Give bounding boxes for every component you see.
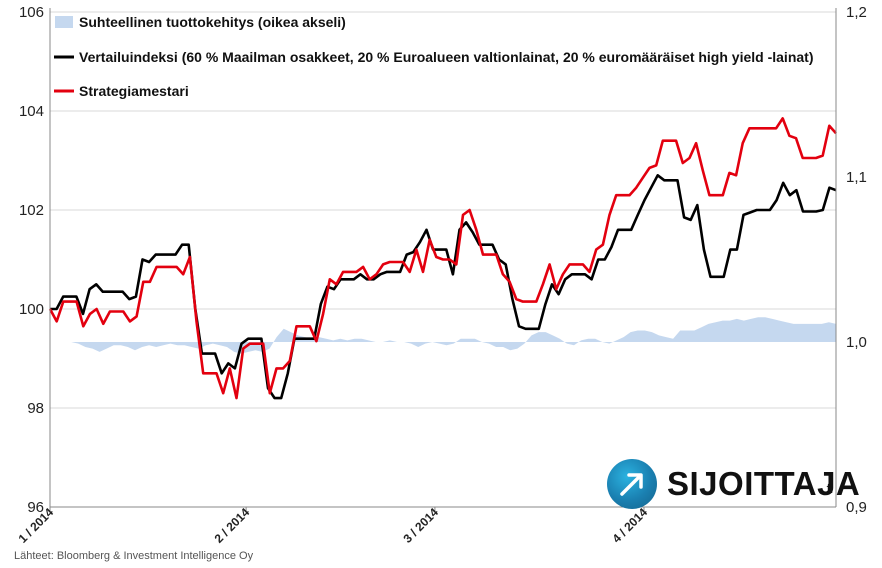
source-note: Lähteet: Bloomberg & Investment Intellig… bbox=[14, 550, 254, 562]
right-tick-label: 1,2 bbox=[846, 4, 867, 21]
left-tick-label: 104 bbox=[19, 103, 44, 120]
line-series bbox=[48, 117, 837, 400]
x-tick-label: 2 / 2014 bbox=[212, 505, 253, 546]
benchmark-line bbox=[50, 174, 837, 400]
left-tick-label: 96 bbox=[27, 499, 44, 516]
sijoittaja-logo: SIJOITTAJA .fi bbox=[607, 459, 860, 509]
right-tick-label: 1,0 bbox=[846, 334, 867, 351]
arrow-icon bbox=[607, 459, 657, 509]
legend-label: Suhteellinen tuottokehitys (oikea akseli… bbox=[79, 14, 346, 30]
logo-text: SIJOITTAJA bbox=[667, 465, 861, 502]
legend-label: Strategiamestari bbox=[79, 83, 189, 99]
left-tick-label: 102 bbox=[19, 202, 44, 219]
x-tick-label: 3 / 2014 bbox=[400, 505, 441, 546]
left-tick-label: 106 bbox=[19, 4, 44, 21]
right-tick-label: 1,1 bbox=[846, 169, 867, 186]
left-tick-label: 100 bbox=[19, 301, 44, 318]
relative-performance-area bbox=[50, 317, 836, 354]
relative-performance-area-path bbox=[50, 317, 836, 354]
x-tick-label: 4 / 2014 bbox=[610, 505, 651, 546]
strategy-line bbox=[48, 117, 837, 400]
right-tick-label: 0,9 bbox=[846, 499, 867, 516]
legend-label: Vertailuindeksi (60 % Maailman osakkeet,… bbox=[79, 49, 814, 65]
left-tick-label: 98 bbox=[27, 400, 44, 417]
legend-swatch bbox=[55, 16, 73, 28]
logo-tld: .fi bbox=[823, 481, 834, 496]
legend: Suhteellinen tuottokehitys (oikea akseli… bbox=[54, 14, 814, 99]
